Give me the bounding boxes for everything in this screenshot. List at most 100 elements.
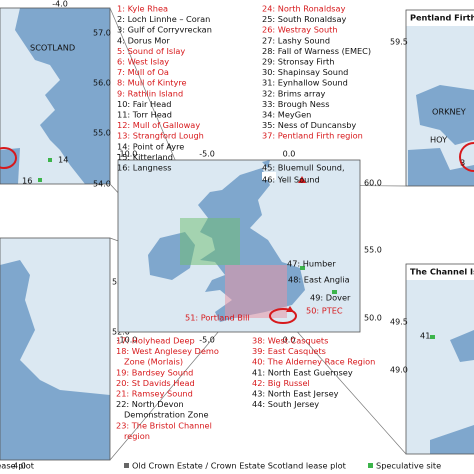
list-item: 26: Westray South (262, 25, 338, 35)
site-marker (300, 266, 305, 270)
list-item: 17: Holyhead Deep (116, 336, 195, 346)
list-item: 31: Eynhallow Sound (262, 78, 348, 88)
land (0, 260, 110, 460)
list-item: 27: Lashy Sound (262, 35, 330, 45)
list-item: region (124, 431, 150, 441)
list-item: 9: Rathlin Island (117, 88, 183, 98)
list-item: 5: Sound of Islay (117, 46, 185, 56)
site-label: 47: Humber (287, 259, 336, 269)
green-region (180, 218, 240, 265)
list-item: 29: Stronsay Firth (262, 57, 334, 67)
list-item: 33: Brough Ness (262, 99, 329, 109)
legend-swatch (124, 463, 129, 468)
legend-label: lease plot (0, 461, 35, 471)
site-label: 51: Portland Bill (185, 313, 250, 323)
land (408, 148, 474, 186)
list-item: 41: North East Guernsey (252, 367, 353, 377)
list-item: 34: MeyGen (262, 110, 311, 120)
list-item: 16: Langness (117, 163, 172, 173)
tick-label: 49.0 (390, 366, 408, 375)
title-bg (406, 264, 474, 280)
inset-title: Pentland Firth (410, 13, 474, 23)
connector (284, 317, 407, 455)
list-item: 14: Point of Ayre (117, 141, 184, 151)
list-item: 6: West Islay (117, 57, 169, 67)
tick-label: 55.0 (364, 246, 382, 255)
list-item: 38: West Casquets (252, 336, 328, 346)
inset-pentland: Pentland Firth 59.5 ORKNEY HOY 3 (390, 9, 474, 187)
land (430, 425, 474, 454)
list-item: 4: Dorus Mor (117, 35, 170, 45)
label-bg (262, 172, 276, 180)
site-label: 45: Bluemull Sound, (262, 163, 345, 173)
list-item: 35: Ness of Duncansby (262, 120, 356, 130)
land (262, 160, 270, 168)
list-item: 39: East Casquets (252, 346, 326, 356)
site-marker (298, 176, 306, 183)
list-item: 19: Bardsey Sound (116, 367, 193, 377)
list-item: 3: Gulf of Corryvreckan (117, 25, 212, 35)
tick-label: 57.0 (93, 29, 111, 38)
tick-label: -4.0 (10, 462, 26, 471)
legend: lease plot Old Crown Estate / Crown Esta… (0, 461, 441, 471)
highlight-circle (0, 147, 17, 169)
site-marker (48, 158, 52, 162)
highlight-circle (269, 308, 297, 324)
list-item: 37: Pentland Firth region (262, 131, 363, 141)
list-item: 8: Mull of Kintyre (117, 78, 187, 88)
inset-frame (0, 237, 111, 461)
tick-label: 54.0 (93, 180, 111, 189)
list-item: Zone (Morlais) (124, 357, 183, 367)
map-frame (117, 159, 361, 333)
list-item: 40: The Alderney Race Region (252, 357, 375, 367)
site-marker (286, 306, 294, 312)
inset-wales: 53.0 52.0 -4.0 (0, 237, 130, 471)
list-item: 7: Mull of Oa (117, 67, 169, 77)
title-bg (406, 10, 474, 26)
tick-label: -10.0 (117, 336, 138, 345)
site-label: 16 (22, 176, 32, 186)
list-item: 25: South Ronaldsay (262, 14, 346, 24)
list-item: 22: North Devon (116, 399, 184, 409)
list-item: 1: Kyle Rhea (117, 4, 168, 14)
inset-frame (405, 9, 474, 187)
list-item: 10: Fair Head (117, 99, 171, 109)
site-label: 46: Yell Sound (262, 175, 320, 185)
tick-label: 56.0 (93, 79, 111, 88)
inset-channel: The Channel Islands 49.5 49.0 41 (390, 263, 474, 455)
tick-label: 50.0 (364, 314, 382, 323)
tick-label: 0.0 (283, 336, 296, 345)
site-label: 14 (58, 155, 68, 165)
list-item: 13: Strangford Lough (117, 131, 204, 141)
site-label: 49: Dover (310, 293, 351, 303)
region-label: ORKNEY (432, 107, 467, 117)
list-item: 28: Fall of Warness (EMEC) (262, 46, 371, 56)
site-label: 3 (460, 158, 465, 168)
site-marker (430, 335, 435, 339)
site-label: 50: PTEC (306, 306, 343, 316)
legend-swatch (368, 463, 373, 468)
list-item: 24: North Ronaldsay (262, 4, 346, 14)
list-item: 23: The Bristol Channel (116, 420, 212, 430)
tick-label: -10.0 (117, 150, 138, 159)
list-item: 30: Shapinsay Sound (262, 67, 348, 77)
inset-frame (0, 7, 111, 185)
tick-label: -4.0 (52, 0, 68, 9)
tick-label: -5.0 (199, 336, 215, 345)
main-map: 45: Bluemull Sound, 46: Yell Sound 47: H… (117, 150, 382, 345)
inset-title: The Channel Islands (410, 267, 474, 277)
legend-label: Old Crown Estate / Crown Estate Scotland… (132, 461, 347, 471)
list-item: 11: Torr Head (117, 110, 172, 120)
site-marker (38, 178, 42, 182)
land (450, 330, 474, 362)
list-item: 18: West Anglesey Demo (116, 346, 219, 356)
legend-label: Speculative site (376, 461, 441, 471)
highlight-circle (459, 142, 474, 172)
tick-label: -5.0 (199, 150, 215, 159)
list-item: 32: Brims array (262, 88, 326, 98)
list-item: 43: North East Jersey (252, 389, 339, 399)
land (416, 85, 474, 145)
tick-label: 49.5 (390, 318, 408, 327)
